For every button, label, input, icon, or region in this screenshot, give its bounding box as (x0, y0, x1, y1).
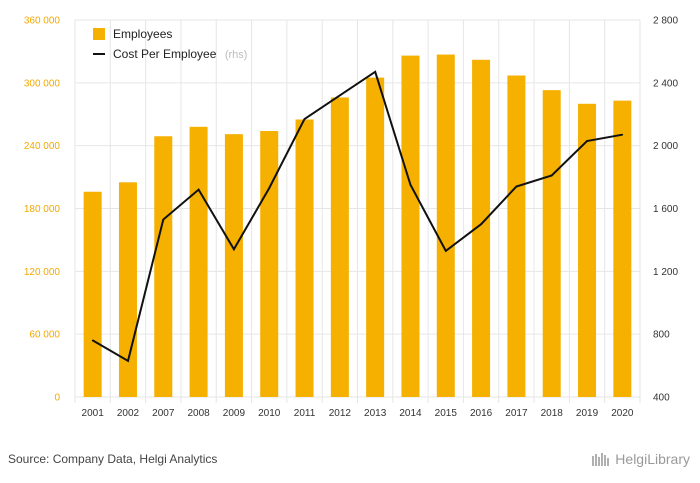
source-note: Source: Company Data, Helgi Analytics (8, 452, 218, 466)
brand-logo: HelgiLibrary (591, 451, 690, 467)
y-axis-left: 0 60 000 120 000 180 000 240 000 300 000 360 0… (24, 16, 61, 404)
grid-lines (74, 19, 641, 403)
y-axis-right: 400 800 1 200 1 600 2 000 2 400 2 800 (653, 16, 678, 404)
y-right-tick-label: 1 600 (653, 204, 678, 215)
x-tick-label: 2019 (576, 408, 599, 419)
line-point (91, 339, 94, 342)
line-series (91, 70, 624, 363)
x-axis: 2001 2002 2007 2008 2009 2010 2011 2012 2013 2014… (82, 408, 634, 419)
legend-label-cost: Cost Per Employee (rhs) (113, 45, 247, 62)
x-tick-label: 2008 (187, 408, 210, 419)
legend: Employees Cost Per Employee (rhs) (93, 27, 247, 62)
y-right-tick-label: 2 800 (653, 16, 678, 27)
bar (366, 77, 385, 397)
line-point (550, 174, 553, 177)
line-point (268, 187, 271, 189)
x-tick-label: 2001 (82, 408, 105, 419)
line-point (197, 188, 200, 191)
y-left-tick-label: 300 000 (24, 78, 61, 89)
x-tick-label: 2010 (258, 408, 281, 419)
y-right-tick-label: 1 200 (653, 267, 678, 278)
bar (118, 182, 137, 397)
line-point (339, 94, 341, 97)
bar (189, 126, 208, 398)
x-tick-label: 2020 (611, 408, 634, 419)
line-point (444, 250, 447, 252)
y-right-tick-label: 2 400 (653, 78, 678, 89)
x-tick-label: 2002 (117, 408, 140, 419)
x-tick-label: 2011 (294, 408, 316, 419)
x-tick-label: 2009 (223, 408, 246, 419)
x-tick-label: 2016 (470, 408, 493, 419)
x-tick-label: 2014 (399, 408, 422, 419)
bar (224, 134, 243, 397)
y-left-tick-label: 360 000 (24, 16, 61, 27)
y-left-tick-label: 180 000 (24, 204, 61, 215)
y-right-tick-label: 2 000 (653, 141, 678, 152)
bar (436, 54, 455, 397)
line-point (374, 71, 376, 73)
bar (154, 136, 173, 397)
bar (83, 191, 102, 397)
y-left-tick-label: 0 (54, 393, 60, 404)
x-tick-label: 2018 (541, 408, 564, 419)
legend-label-cost-name: Cost Per Employee (113, 47, 217, 61)
y-left-tick-label: 60 000 (29, 330, 60, 341)
line-point (233, 248, 235, 251)
x-tick-label: 2017 (505, 408, 528, 419)
line-point (162, 218, 165, 221)
x-tick-label: 2007 (152, 408, 175, 419)
line-point (480, 223, 482, 226)
y-left-tick-label: 240 000 (24, 141, 61, 152)
bar (295, 119, 314, 397)
bar (542, 90, 561, 398)
bar (260, 131, 279, 397)
line-point (127, 360, 129, 362)
bar (507, 75, 526, 397)
legend-swatch-employees (93, 28, 105, 40)
line-point (515, 185, 518, 188)
y-right-tick-label: 800 (653, 330, 670, 341)
y-right-tick-label: 400 (653, 393, 670, 404)
brand-name: HelgiLibrary (615, 451, 690, 467)
bar-series (83, 54, 632, 398)
line-series-path (92, 70, 623, 363)
bar (578, 103, 597, 398)
bar (472, 59, 491, 398)
bar (401, 55, 420, 397)
library-icon (592, 453, 610, 466)
bar (330, 97, 349, 397)
y-left-tick-label: 120 000 (24, 267, 61, 278)
line-point (409, 184, 412, 186)
legend-label-cost-suffix: (rhs) (225, 49, 248, 61)
bar (613, 100, 632, 397)
legend-label-employees: Employees (113, 27, 172, 41)
line-point (586, 140, 588, 142)
x-tick-label: 2012 (329, 408, 352, 419)
line-point (303, 118, 306, 120)
x-tick-label: 2013 (364, 408, 387, 419)
x-tick-label: 2015 (435, 408, 458, 419)
line-point (621, 133, 624, 136)
